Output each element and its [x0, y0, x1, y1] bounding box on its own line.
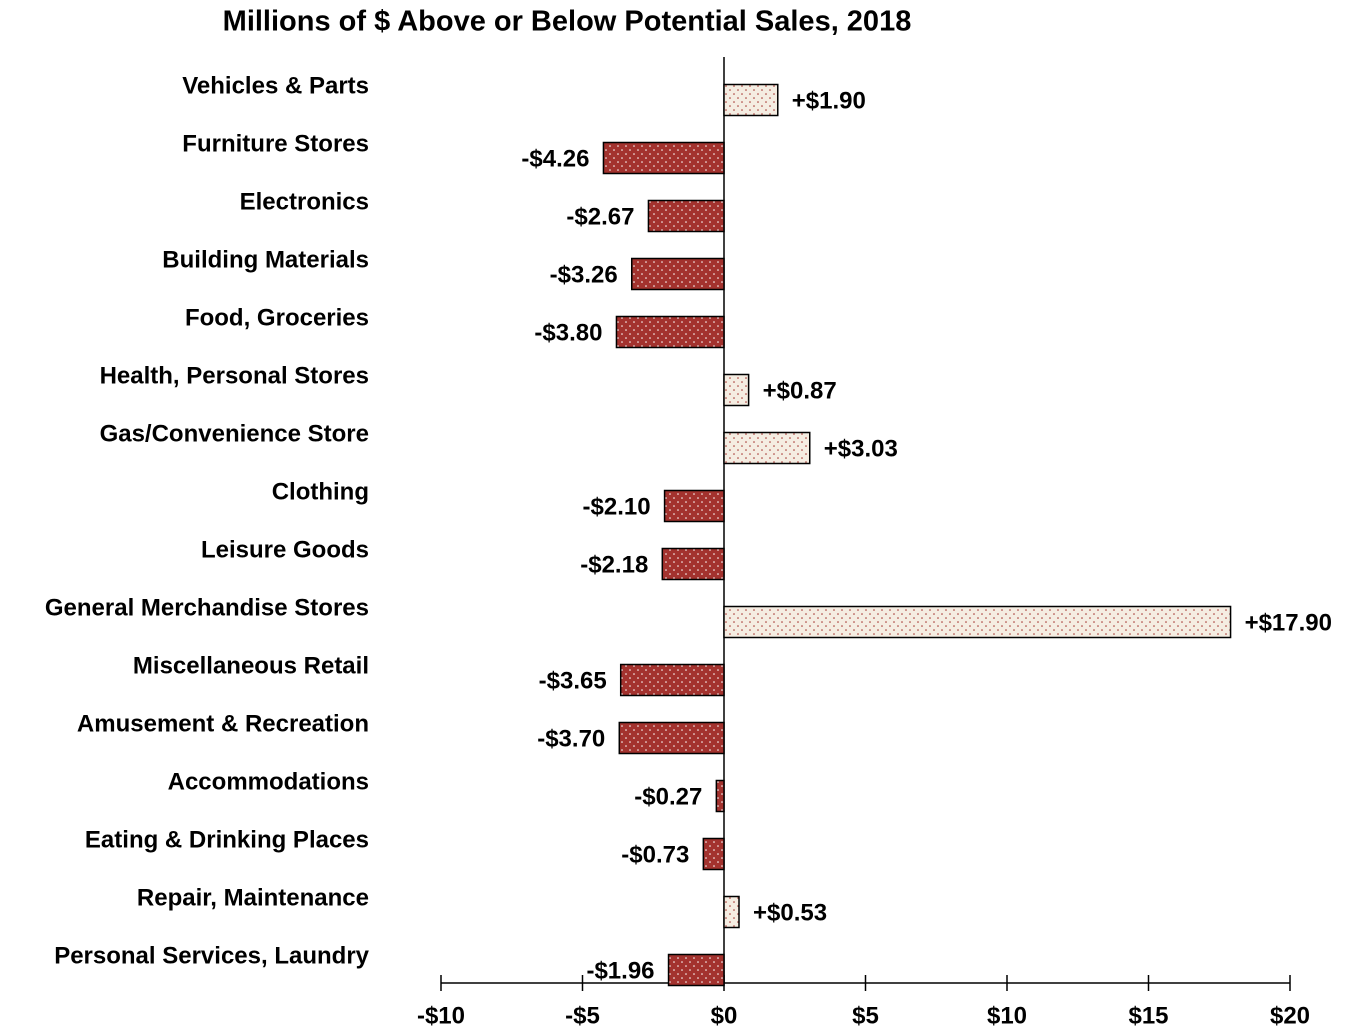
data-label: +$1.90 [792, 87, 866, 114]
y-tick-label: Repair, Maintenance [137, 884, 369, 911]
y-tick-label: Clothing [272, 478, 369, 505]
data-label: -$4.26 [521, 145, 589, 172]
x-tick-label: $0 [711, 1002, 738, 1029]
bar [619, 663, 725, 697]
bar [630, 257, 725, 291]
bar [618, 721, 725, 755]
bar [723, 83, 779, 117]
bar [667, 953, 725, 987]
y-tick-label: Leisure Goods [201, 536, 369, 563]
y-tick-label: Eating & Drinking Places [85, 826, 369, 853]
y-tick-label: Accommodations [168, 768, 369, 795]
y-tick-label: Building Materials [162, 246, 369, 273]
y-tick-label: Electronics [240, 188, 369, 215]
data-label: -$3.26 [550, 261, 618, 288]
bar [723, 431, 811, 465]
data-label: -$1.96 [586, 957, 654, 984]
x-tick-label: -$5 [565, 1002, 600, 1029]
x-tick-label: $15 [1128, 1002, 1168, 1029]
bar [723, 373, 750, 407]
bar [647, 199, 725, 233]
data-label: +$17.90 [1245, 609, 1332, 636]
data-label: -$2.67 [566, 203, 634, 230]
data-label: -$3.80 [534, 319, 602, 346]
bar [615, 315, 725, 349]
data-label: -$3.65 [539, 667, 607, 694]
data-label: -$0.73 [621, 841, 689, 868]
y-tick-label: Furniture Stores [182, 130, 369, 157]
data-label: -$0.27 [634, 783, 702, 810]
bar [663, 489, 725, 523]
data-label: -$2.10 [583, 493, 651, 520]
chart-title: Millions of $ Above or Below Potential S… [223, 6, 912, 38]
x-tick-label: $20 [1270, 1002, 1310, 1029]
bar [702, 837, 725, 871]
y-tick-label: Amusement & Recreation [77, 710, 369, 737]
x-tick-label: $10 [987, 1002, 1027, 1029]
data-label: -$3.70 [537, 725, 605, 752]
bar [661, 547, 725, 581]
bar [723, 605, 1232, 639]
bar [602, 141, 725, 175]
x-tick-label: -$10 [417, 1002, 465, 1029]
data-label: +$0.87 [763, 377, 837, 404]
y-tick-label: Miscellaneous Retail [133, 652, 369, 679]
y-tick-label: Health, Personal Stores [100, 362, 369, 389]
y-tick-label: Personal Services, Laundry [54, 942, 369, 969]
data-label: +$3.03 [824, 435, 898, 462]
bar [715, 779, 725, 813]
bar [723, 895, 740, 929]
y-tick-label: Food, Groceries [185, 304, 369, 331]
x-tick-label: $5 [852, 1002, 879, 1029]
data-label: -$2.18 [580, 551, 648, 578]
y-tick-label: Gas/Convenience Store [100, 420, 369, 447]
y-tick-label: General Merchandise Stores [45, 594, 369, 621]
y-tick-label: Vehicles & Parts [182, 72, 369, 99]
data-label: +$0.53 [753, 899, 827, 926]
